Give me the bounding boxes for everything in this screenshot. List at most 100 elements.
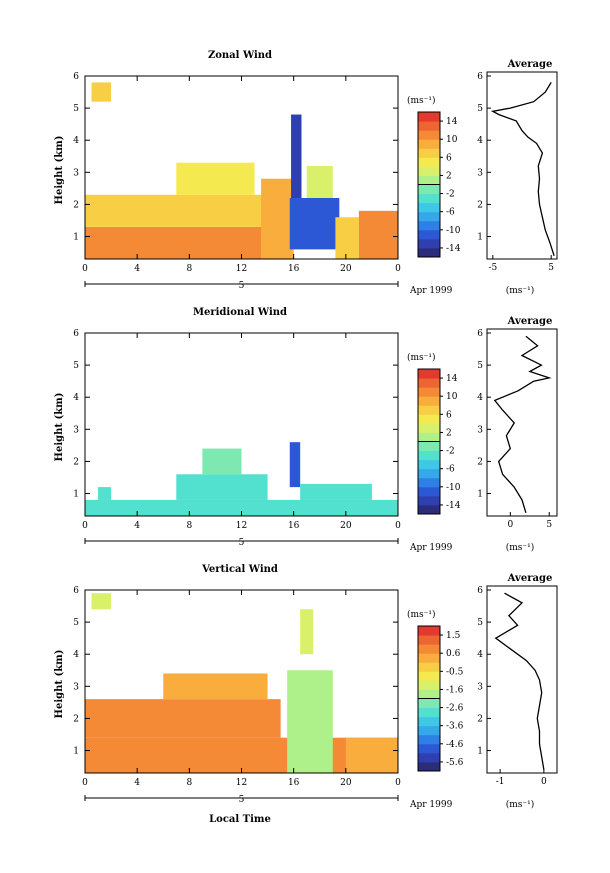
profile-y-tick-label: 6 — [477, 72, 483, 82]
panel-title: Vertical Wind — [201, 564, 278, 575]
colorbar-segment — [418, 671, 440, 681]
profile-frame — [486, 585, 558, 774]
date-label: Apr 1999 — [409, 286, 453, 296]
panel-title: Meridional Wind — [193, 307, 287, 318]
colorbar-segment — [418, 662, 440, 672]
profile-y-tick-label: 1 — [477, 233, 483, 243]
colorbar-segment — [418, 387, 440, 397]
profile-y-tick-label: 2 — [477, 714, 483, 724]
y-axis-label: Height (km) — [54, 650, 65, 719]
profile-x-tick-label: 0 — [507, 520, 513, 530]
profile-line — [494, 592, 545, 770]
profile-x-label: (ms⁻¹) — [506, 285, 535, 296]
colorbar-segment — [418, 743, 440, 754]
profile-title: Average — [507, 316, 553, 327]
colorbar-segment — [418, 247, 440, 258]
panel-meridional-wind: Meridional Wind Height (km) Apr 1999 (ms… — [54, 307, 558, 553]
colorbar-tick-label: -10 — [446, 226, 461, 236]
colorbar-segment — [418, 121, 440, 131]
profile-line — [490, 82, 555, 256]
heatmap-cell — [98, 487, 112, 500]
colorbar-tick-label: 14 — [446, 374, 458, 384]
colorbar-segment — [418, 166, 440, 176]
date-marker: 5 — [239, 538, 245, 548]
colorbar-segment — [418, 139, 440, 149]
colorbar-tick-label: 2 — [446, 428, 452, 438]
colorbar-tick-label: -2 — [446, 447, 455, 457]
colorbar-segment — [418, 459, 440, 470]
heatmap-cell — [163, 673, 268, 700]
colorbar-tick-label: 6 — [446, 153, 452, 163]
heatmap-cell — [85, 699, 281, 738]
colorbar-segment — [418, 202, 440, 213]
heatmap-cell — [300, 609, 314, 655]
heatmap-cell — [345, 737, 398, 773]
colorbar-tick-label: -6 — [446, 465, 455, 475]
heatmap-cell — [291, 114, 302, 198]
colorbar-segment — [418, 752, 440, 763]
heatmap-cell — [176, 474, 268, 500]
colorbar-segment — [418, 761, 440, 772]
colorbar-tick-label: 1.5 — [446, 631, 461, 641]
x-tick-label: 4 — [134, 778, 140, 788]
colorbar-segment — [418, 725, 440, 736]
colorbar-segment — [418, 130, 440, 140]
profile-frame — [486, 328, 558, 517]
profile-y-tick-label: 3 — [477, 682, 483, 692]
colorbar-segment — [418, 220, 440, 231]
profile-y-tick-label: 3 — [477, 425, 483, 435]
profile-x-tick-label: 0 — [541, 777, 547, 787]
x-tick-label: 8 — [186, 264, 192, 274]
panel-title: Zonal Wind — [208, 50, 272, 61]
profile-y-tick-label: 6 — [477, 586, 483, 596]
x-tick-label: 20 — [340, 264, 352, 274]
colorbar-tick-label: -2.6 — [446, 704, 464, 714]
colorbar-segment — [418, 396, 440, 406]
colorbar-segment — [418, 698, 440, 709]
y-tick-label: 2 — [73, 714, 79, 724]
profile-title: Average — [507, 573, 553, 584]
colorbar-segment — [418, 707, 440, 718]
x-axis-label: Local Time — [209, 814, 271, 825]
colorbar-segment — [418, 734, 440, 745]
colorbar-tick-label: 2 — [446, 171, 452, 181]
y-axis-label: Height (km) — [54, 136, 65, 205]
profile-x-tick-label: 5 — [548, 263, 554, 273]
colorbar-tick-label: -14 — [446, 501, 461, 511]
profile-y-tick-label: 2 — [477, 200, 483, 210]
panel-vertical-wind: Vertical Wind Height (km) Apr 1999 (ms⁻¹… — [54, 564, 558, 825]
colorbar-segment — [418, 504, 440, 515]
y-tick-label: 3 — [73, 168, 79, 178]
colorbar-tick-label: -0.5 — [446, 667, 464, 677]
colorbar-segment — [418, 450, 440, 461]
colorbar-segment — [418, 369, 440, 379]
colorbar-segment — [418, 626, 440, 636]
colorbar-segment — [418, 495, 440, 506]
y-tick-label: 1 — [73, 233, 79, 243]
heatmap-cell — [85, 226, 272, 259]
profile-line — [493, 335, 552, 513]
profile-y-tick-label: 5 — [477, 618, 483, 628]
heatmap-cell — [176, 162, 255, 195]
profile-y-tick-label: 1 — [477, 490, 483, 500]
x-tick-label: 8 — [186, 778, 192, 788]
x-tick-label: 12 — [236, 778, 247, 788]
colorbar-segment — [418, 414, 440, 424]
y-tick-label: 1 — [73, 490, 79, 500]
profile-x-tick-label: -1 — [496, 777, 505, 787]
y-tick-label: 2 — [73, 200, 79, 210]
profile-y-tick-label: 4 — [477, 650, 483, 660]
panel-zonal-wind: Zonal Wind Height (km) Apr 1999 (ms⁻¹) A… — [54, 50, 558, 296]
profile-x-label: (ms⁻¹) — [506, 542, 535, 553]
x-tick-label: 20 — [340, 778, 352, 788]
colorbar-tick-label: 10 — [446, 392, 458, 402]
colorbar-segment — [418, 716, 440, 727]
profile-x-tick-label: -5 — [488, 263, 497, 273]
colorbar-segment — [418, 157, 440, 167]
colorbar-segment — [418, 477, 440, 488]
profile-y-tick-label: 6 — [477, 329, 483, 339]
heatmap-cell — [261, 178, 294, 259]
heatmap-cell — [85, 499, 398, 516]
x-tick-label: 20 — [340, 521, 352, 531]
